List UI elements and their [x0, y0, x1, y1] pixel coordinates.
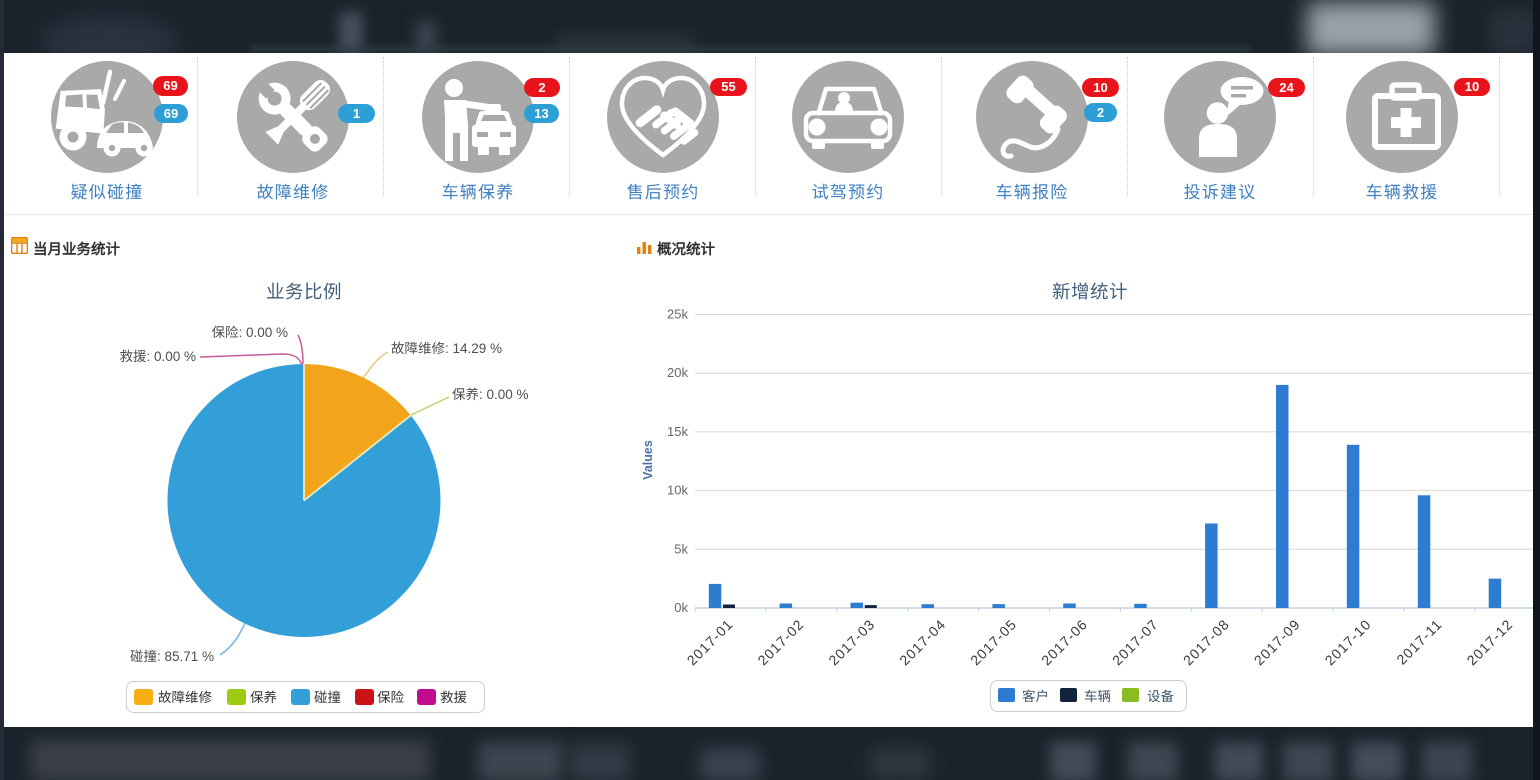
svg-text:25k: 25k	[667, 307, 688, 322]
svg-text:2017-02: 2017-02	[754, 616, 807, 669]
svg-text:2017-05: 2017-05	[967, 616, 1020, 669]
svg-text:Values: Values	[641, 440, 655, 480]
svg-text:5k: 5k	[674, 541, 688, 556]
svg-text:10k: 10k	[667, 483, 688, 498]
svg-text:保险: 保险	[377, 686, 404, 706]
svg-text:碰撞: 碰撞	[314, 686, 341, 706]
svg-text:保险: 0.00 %: 保险: 0.00 %	[211, 321, 288, 341]
svg-text:2017-08: 2017-08	[1180, 616, 1233, 669]
svg-text:设备: 设备	[1147, 685, 1175, 705]
svg-text:保养: 保养	[250, 686, 277, 706]
svg-text:客户: 客户	[1022, 685, 1049, 705]
svg-text:2017-04: 2017-04	[896, 616, 949, 669]
svg-text:2017-09: 2017-09	[1251, 616, 1304, 669]
svg-text:2017-01: 2017-01	[684, 616, 737, 669]
svg-text:车辆: 车辆	[1084, 685, 1111, 705]
svg-text:故障维修: 故障维修	[158, 686, 212, 706]
svg-text:0k: 0k	[674, 600, 688, 615]
svg-text:20k: 20k	[667, 365, 688, 380]
svg-text:业务比例: 业务比例	[266, 278, 342, 304]
svg-text:2017-06: 2017-06	[1038, 616, 1091, 669]
svg-text:新增统计: 新增统计	[1052, 278, 1128, 304]
svg-text:救援: 救援	[440, 686, 467, 706]
svg-text:2017-11: 2017-11	[1393, 616, 1445, 668]
svg-text:15k: 15k	[667, 424, 688, 439]
svg-text:2017-07: 2017-07	[1109, 616, 1162, 669]
svg-text:2017-10: 2017-10	[1322, 616, 1375, 669]
svg-text:救援: 0.00 %: 救援: 0.00 %	[119, 345, 196, 365]
svg-text:保养: 0.00 %: 保养: 0.00 %	[452, 383, 529, 403]
svg-text:碰撞: 85.71 %: 碰撞: 85.71 %	[130, 645, 214, 665]
svg-text:2017-12: 2017-12	[1463, 616, 1516, 669]
svg-text:2017-03: 2017-03	[825, 616, 878, 669]
svg-text:故障维修: 14.29 %: 故障维修: 14.29 %	[391, 337, 502, 357]
